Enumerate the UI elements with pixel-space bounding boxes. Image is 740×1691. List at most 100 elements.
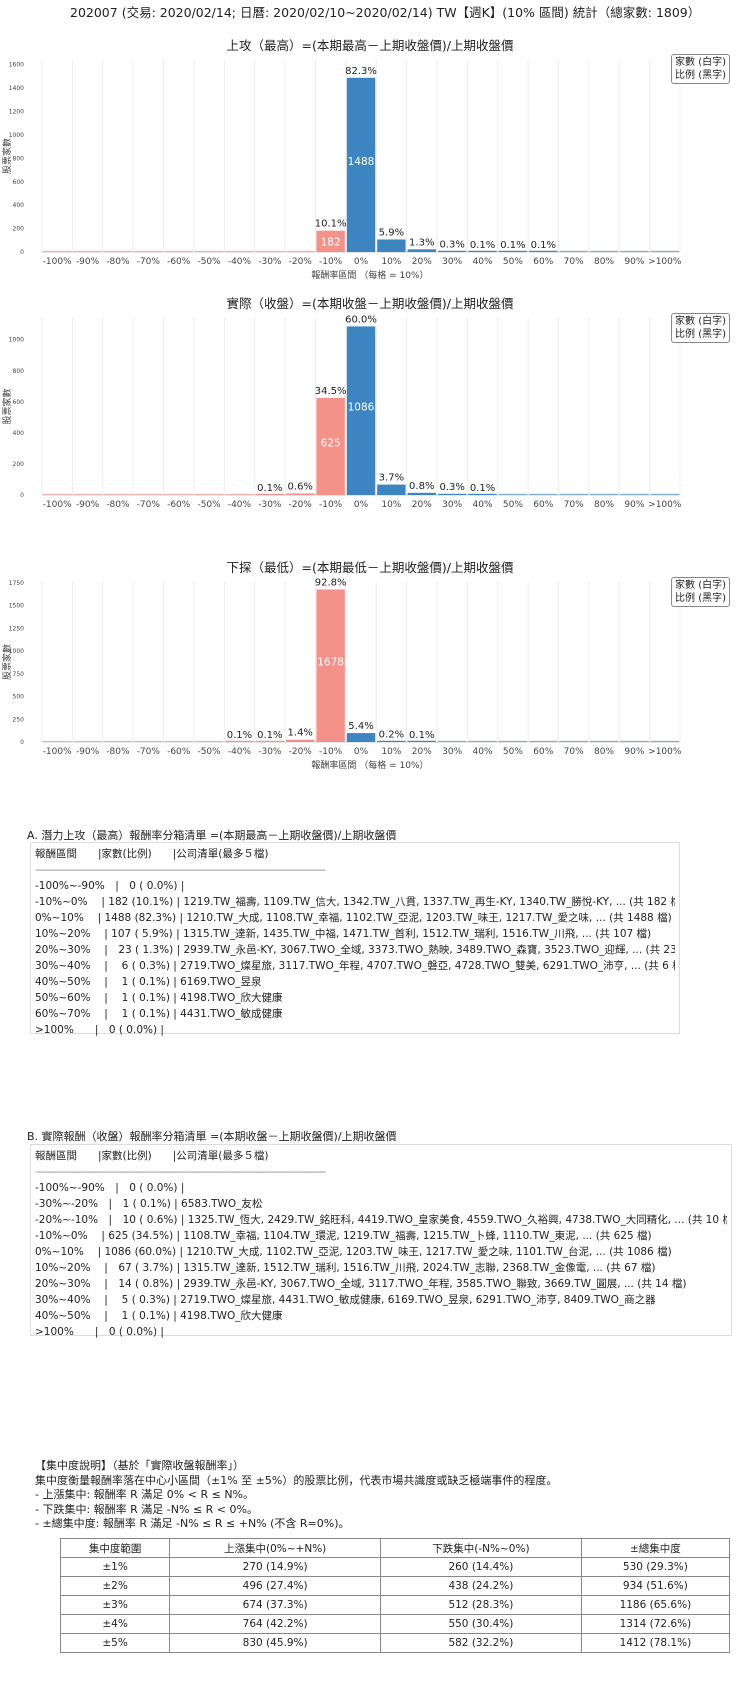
table-cell: ±5% [59, 1633, 171, 1653]
bar-percent-label: 0.2% [379, 730, 404, 741]
y-tick-label: 1750 [9, 580, 24, 587]
bar-count-label: 1488 [348, 156, 375, 168]
x-tick-label: 40% [473, 257, 493, 267]
note-line: 集中度衡量報酬率落在中心小區間（±1% 至 ±5%）的股票比例，代表市場共識度或… [35, 1473, 558, 1487]
chart-low-svg: 下探（最低）=(本期最低－上期收盤價)/上期收盤價 0 250 500 750 1000 1… [1, 560, 682, 771]
bar [346, 733, 376, 742]
bar [468, 250, 497, 252]
table-cell: 582 (32.2%) [380, 1633, 582, 1653]
x-tick-label: 80% [594, 500, 614, 510]
x-tick-label: 20% [412, 500, 432, 510]
bar-count-label: 625 [321, 437, 341, 449]
list-item: 40%~50% | 1 ( 0.1%) | 6169.TWO_昱泉 [35, 976, 262, 988]
x-tick-label: 20% [412, 747, 432, 757]
x-tick-label: 90% [624, 257, 644, 267]
bar-percent-label: 1.3% [409, 237, 434, 248]
bar [529, 493, 558, 495]
legend-line-ratio: 比例 (黑字) [675, 70, 726, 81]
bar [620, 493, 649, 495]
bar-percent-label: 1.4% [288, 728, 313, 739]
bar [225, 250, 254, 252]
column-header: 下跌集中(-N%~0%) [380, 1538, 582, 1558]
list-divider: ----------------------------------------… [35, 1166, 326, 1178]
x-tick-label: -60% [167, 257, 191, 267]
bar [316, 397, 345, 495]
bar [316, 589, 345, 742]
x-tick-label: -50% [197, 257, 221, 267]
x-tick-label: -30% [258, 257, 282, 267]
chart-close-svg: 實際（收盤）=(本期收盤－上期收盤價)/上期收盤價 0 200 400 600 800 10… [1, 296, 682, 510]
chart-low: 下探（最低）=(本期最低－上期收盤價)/上期收盤價 0 250 500 750 1000 1… [0, 556, 740, 826]
x-tick-label: >100% [648, 257, 682, 267]
bar [73, 493, 102, 495]
bar [650, 250, 679, 252]
note-line: - 上漲集中: 報酬率 R 滿足 0% < R ≤ N%。 [35, 1488, 254, 1501]
bar [437, 740, 467, 742]
list-divider: ----------------------------------------… [35, 864, 326, 876]
x-tick-label: -20% [289, 747, 313, 757]
x-tick-label: 0% [354, 500, 369, 510]
y-tick-label: 500 [13, 694, 25, 701]
bar [498, 493, 528, 495]
bar [286, 739, 315, 742]
bar [407, 740, 436, 742]
y-axis-label: 股票家數 [1, 644, 13, 680]
bar [620, 740, 649, 742]
column-header: 上漲集中(0%~+N%) [169, 1538, 382, 1558]
table-header-row: 集中度範圍 上漲集中(0%~+N%) 下跌集中(-N%~0%) ±總集中度 [59, 1538, 731, 1558]
bar-percent-label: 92.8% [315, 577, 347, 588]
table-row: ±2% 496 (27.4%) 438 (24.2%) 934 (51.6%) [59, 1576, 731, 1596]
table-cell: ±1% [59, 1557, 171, 1577]
list-item: -20%~-10% | 10 ( 0.6%) | 1325.TW_恆大, 242… [35, 1214, 727, 1226]
bar [43, 493, 72, 495]
bar [589, 250, 619, 252]
y-tick-label: 400 [13, 430, 25, 437]
x-tick-label: -40% [228, 747, 252, 757]
list-header: 報酬區間 |家數(比例) |公司清單(最多５檔) [35, 1150, 269, 1162]
bar-percent-label: 0.1% [470, 483, 495, 494]
section-b-list: 報酬區間 |家數(比例) |公司清單(最多５檔) ---------------… [30, 1144, 732, 1338]
x-tick-label: -20% [289, 500, 313, 510]
list-item: -100%~-90% | 0 ( 0.0%) | [35, 1182, 185, 1194]
x-tick-label: 80% [594, 257, 614, 267]
bar [194, 493, 224, 495]
section-b-title: B. 實際報酬（收盤）報酬率分箱清單 =(本期收盤－上期收盤價)/上期收盤價 [27, 1130, 397, 1143]
list-item: -30%~-20% | 1 ( 0.1%) | 6583.TWO_友松 [35, 1198, 263, 1210]
chart-title: 上攻（最高）=(本期最高－上期收盤價)/上期收盤價 [227, 38, 514, 53]
y-tick-label: 1000 [9, 337, 24, 344]
section-a-list: 報酬區間 |家數(比例) |公司清單(最多５檔) ---------------… [30, 842, 680, 1036]
x-tick-label: 20% [412, 257, 432, 267]
x-tick-label: 60% [533, 747, 553, 757]
x-tick-label: -100% [43, 747, 72, 757]
table-cell: 1314 (72.6%) [580, 1614, 731, 1634]
table-cell: 530 (29.3%) [580, 1557, 731, 1577]
chart-low-legend: 家數 (白字) 比例 (黑字) [671, 577, 730, 607]
x-tick-label: -80% [106, 500, 130, 510]
bar [286, 493, 315, 495]
bar-count-label: 1086 [348, 402, 375, 414]
list-item: 20%~30% | 14 ( 0.8%) | 2939.TW_永邑-KY, 30… [35, 1278, 687, 1290]
x-tick-label: -60% [167, 747, 191, 757]
bar [437, 250, 467, 252]
bar [255, 740, 285, 742]
y-tick-label: 200 [13, 461, 25, 468]
table-cell: 550 (30.4%) [380, 1614, 582, 1634]
table-cell: 674 (37.3%) [169, 1595, 382, 1615]
table-row: ±1% 270 (14.9%) 260 (14.4%) 530 (29.3%) [59, 1557, 731, 1577]
bar [134, 493, 163, 495]
bar-percent-label: 0.3% [439, 239, 464, 250]
x-tick-label: -90% [76, 747, 100, 757]
bar [559, 250, 588, 252]
bar-percent-label: 0.1% [227, 730, 252, 741]
bar [134, 250, 163, 252]
bar [498, 740, 528, 742]
x-tick-label: 40% [473, 500, 493, 510]
x-tick-label: >100% [648, 747, 682, 757]
chart-high-svg: 上攻（最高）=(本期最高－上期收盤價)/上期收盤價 0 200 400 600 800 10… [1, 38, 682, 281]
bar-percent-label: 0.6% [288, 481, 313, 492]
y-tick-label: 1000 [9, 648, 24, 655]
y-tick-label: 1250 [9, 625, 24, 632]
y-tick-label: 250 [13, 716, 25, 723]
y-tick-label: 750 [13, 671, 25, 678]
bar [225, 740, 254, 742]
